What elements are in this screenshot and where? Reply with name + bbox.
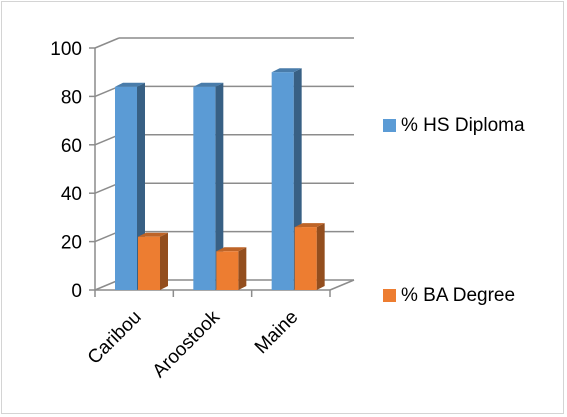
y-tick-label: 20 [61,233,82,254]
legend-item: % BA Degree [383,285,515,306]
category-label-maine: Maine [251,307,302,358]
y-tick-label: 80 [61,87,82,108]
y-tick-label: 40 [61,184,82,205]
category-label-caribou: Caribou [84,307,146,369]
floor-depth-edge [329,279,355,291]
legend-swatch [383,119,396,132]
y-axis-labels: 0 20 40 60 80 100 [50,39,82,302]
y-tick-label: 100 [50,39,82,60]
bar-ba-degree-aroostook [216,247,247,290]
legend: % HS Diploma % BA Degree [383,115,525,306]
bar-hs-diploma-maine [271,68,302,290]
gridline-depth [94,37,120,49]
y-tick-label: 60 [61,136,82,157]
category-label-aroostook: Aroostook [149,306,225,382]
bar-ba-degree-caribou [138,232,168,290]
legend-label: % HS Diploma [401,115,525,136]
legend-item: % HS Diploma [383,115,525,136]
legend-swatch [383,289,396,302]
bars-layer [115,68,325,290]
y-tick-label: 0 [71,281,82,302]
bar-ba-degree-maine [294,223,325,290]
x-axis-labels: Caribou Aroostook Maine [84,306,303,382]
legend-label: % BA Degree [401,285,515,306]
bar-hs-diploma-aroostook [193,82,224,290]
